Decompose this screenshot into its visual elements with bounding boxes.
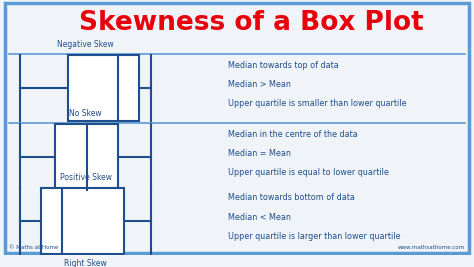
- Text: Left Skew: Left Skew: [67, 126, 104, 135]
- Text: Right Skew: Right Skew: [64, 259, 107, 267]
- Text: Positive Skew: Positive Skew: [60, 173, 111, 182]
- Text: Median = Mean: Median = Mean: [228, 149, 291, 158]
- Text: © Maths at Home: © Maths at Home: [9, 245, 59, 250]
- Text: Median in the centre of the data: Median in the centre of the data: [228, 129, 357, 139]
- Text: Skewness of a Box Plot: Skewness of a Box Plot: [79, 10, 424, 36]
- Text: Upper quartile is larger than lower quartile: Upper quartile is larger than lower quar…: [228, 232, 400, 241]
- Text: No Skew: No Skew: [69, 109, 102, 118]
- Text: Upper quartile is smaller than lower quartile: Upper quartile is smaller than lower qua…: [228, 99, 406, 108]
- Text: Negative Skew: Negative Skew: [57, 40, 114, 49]
- Text: Median towards bottom of data: Median towards bottom of data: [228, 193, 355, 202]
- Bar: [55, 124, 118, 190]
- Text: www.mathsathome.com: www.mathsathome.com: [397, 245, 465, 250]
- Text: Symmetric: Symmetric: [65, 195, 106, 204]
- Text: Median towards top of data: Median towards top of data: [228, 61, 338, 70]
- Text: Median < Mean: Median < Mean: [228, 213, 291, 222]
- Bar: [68, 55, 139, 121]
- Text: Upper quartile is equal to lower quartile: Upper quartile is equal to lower quartil…: [228, 168, 388, 177]
- Text: Median > Mean: Median > Mean: [228, 80, 291, 89]
- Bar: [41, 188, 124, 254]
